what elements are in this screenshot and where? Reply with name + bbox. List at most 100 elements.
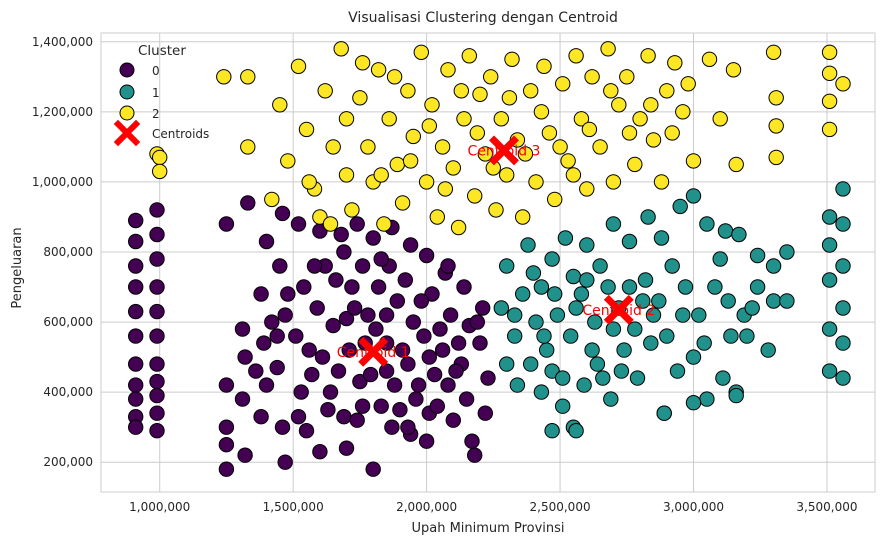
data-point-cluster-0 (149, 226, 165, 243)
data-point-cluster-0 (360, 307, 376, 323)
data-point-cluster-2 (456, 111, 472, 127)
data-point-cluster-2 (272, 97, 288, 113)
data-point-cluster-1 (507, 328, 523, 344)
data-point-cluster-2 (386, 69, 403, 85)
data-point-cluster-0 (277, 454, 293, 470)
x-tick-label: 1,500,000 (263, 500, 324, 514)
data-point-cluster-2 (528, 174, 544, 190)
y-tick-label: 1,000,000 (32, 175, 93, 189)
data-point-cluster-2 (504, 51, 520, 67)
data-point-cluster-0 (418, 433, 435, 449)
data-point-cluster-1 (835, 181, 851, 197)
data-point-cluster-0 (354, 258, 371, 274)
data-point-cluster-1 (555, 398, 571, 414)
data-point-cluster-1 (584, 342, 600, 358)
data-point-cluster-0 (472, 335, 488, 351)
data-point-cluster-0 (400, 356, 416, 372)
data-point-cluster-1 (499, 258, 515, 274)
data-point-cluster-1 (645, 307, 662, 323)
data-point-cluster-1 (744, 300, 760, 316)
data-point-cluster-1 (539, 342, 555, 358)
data-point-cluster-2 (429, 209, 445, 225)
data-point-cluster-1 (621, 279, 638, 295)
data-point-cluster-0 (445, 412, 461, 428)
data-point-cluster-2 (547, 191, 563, 208)
legend-title: Cluster (138, 43, 186, 59)
x-tick-label: 2,000,000 (396, 500, 457, 514)
data-point-cluster-2 (541, 125, 558, 141)
data-point-cluster-0 (277, 307, 293, 323)
data-point-cluster-2 (627, 156, 643, 173)
data-point-cluster-2 (360, 139, 376, 155)
data-point-cluster-0 (128, 377, 144, 393)
data-point-cluster-1 (835, 216, 851, 232)
data-point-cluster-0 (448, 363, 464, 379)
data-point-cluster-0 (373, 398, 389, 414)
data-point-cluster-2 (685, 153, 702, 169)
data-point-cluster-0 (218, 419, 235, 435)
data-point-cluster-0 (237, 349, 253, 365)
data-point-cluster-0 (426, 366, 443, 383)
grid-lines (101, 33, 875, 492)
data-point-cluster-2 (418, 174, 435, 190)
data-point-cluster-0 (368, 321, 384, 337)
data-point-cluster-2 (280, 153, 296, 169)
data-point-cluster-2 (413, 44, 429, 60)
data-point-cluster-1 (675, 307, 691, 323)
data-point-cluster-2 (424, 97, 440, 113)
data-point-cluster-2 (523, 83, 539, 99)
data-point-cluster-0 (128, 303, 144, 320)
data-point-cluster-2 (344, 202, 360, 218)
data-point-cluster-1 (717, 223, 734, 239)
data-point-cluster-0 (330, 363, 347, 379)
data-point-cluster-1 (699, 216, 715, 232)
data-point-cluster-0 (322, 384, 339, 400)
data-point-cluster-0 (336, 409, 352, 425)
data-point-cluster-0 (338, 310, 355, 327)
data-point-cluster-0 (237, 447, 253, 463)
data-point-cluster-0 (352, 373, 368, 390)
data-point-cluster-2 (240, 69, 256, 85)
data-point-cluster-0 (410, 377, 427, 393)
data-point-cluster-0 (269, 359, 285, 376)
data-point-cluster-0 (218, 216, 235, 232)
data-point-cluster-2 (152, 149, 168, 166)
data-point-cluster-2 (338, 167, 355, 183)
data-point-cluster-0 (320, 402, 336, 418)
legend-marker-centroid (113, 119, 141, 147)
data-point-cluster-0 (456, 279, 472, 295)
data-point-cluster-1 (589, 356, 606, 372)
data-point-cluster-0 (475, 300, 491, 316)
data-point-cluster-2 (821, 44, 838, 60)
data-point-cluster-2 (712, 111, 728, 127)
plot-border (100, 32, 876, 493)
data-point-cluster-0 (312, 444, 328, 460)
data-point-cluster-2 (835, 76, 851, 92)
data-point-cluster-2 (560, 153, 576, 169)
data-point-cluster-0 (336, 244, 352, 260)
data-point-cluster-2 (317, 83, 333, 99)
data-point-cluster-2 (611, 97, 627, 113)
data-point-cluster-1 (691, 307, 707, 323)
data-point-cluster-0 (149, 279, 165, 295)
data-point-cluster-0 (480, 370, 496, 386)
data-point-cluster-1 (627, 321, 643, 337)
data-point-cluster-2 (573, 111, 590, 127)
data-point-cluster-1 (659, 328, 675, 344)
data-point-cluster-0 (408, 391, 424, 407)
data-point-cluster-0 (149, 202, 165, 218)
data-point-cluster-1 (533, 279, 550, 295)
data-point-cluster-0 (429, 398, 445, 414)
data-point-cluster-2 (515, 209, 531, 225)
data-point-cluster-2 (632, 111, 648, 127)
data-point-cluster-2 (533, 104, 550, 120)
x-tick-label: 1,000,000 (129, 500, 190, 514)
data-point-cluster-1 (685, 188, 702, 204)
data-point-cluster-0 (272, 258, 288, 274)
data-point-cluster-0 (440, 258, 456, 274)
data-point-cluster-0 (128, 258, 144, 274)
data-point-cluster-2 (453, 83, 469, 99)
data-point-cluster-2 (499, 167, 515, 183)
data-point-cluster-2 (488, 202, 504, 218)
